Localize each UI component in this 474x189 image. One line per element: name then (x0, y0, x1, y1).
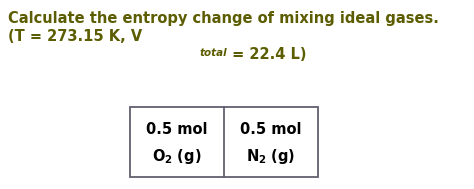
Text: 0.5 mol: 0.5 mol (240, 122, 302, 137)
Text: $\mathbf{O_2}$$\mathbf{\ (g)}$: $\mathbf{O_2}$$\mathbf{\ (g)}$ (152, 146, 202, 166)
Bar (130, 107, 318, 177)
Text: = 22.4 L): = 22.4 L) (228, 47, 307, 62)
Text: (T = 273.15 K, V: (T = 273.15 K, V (8, 29, 142, 44)
Text: Calculate the entropy change of mixing ideal gases.: Calculate the entropy change of mixing i… (8, 11, 439, 26)
Text: total: total (200, 48, 228, 58)
Text: total: total (200, 48, 228, 58)
Text: 0.5 mol: 0.5 mol (146, 122, 208, 137)
Text: $\mathbf{N_2}$$\mathbf{\ (g)}$: $\mathbf{N_2}$$\mathbf{\ (g)}$ (246, 146, 296, 166)
